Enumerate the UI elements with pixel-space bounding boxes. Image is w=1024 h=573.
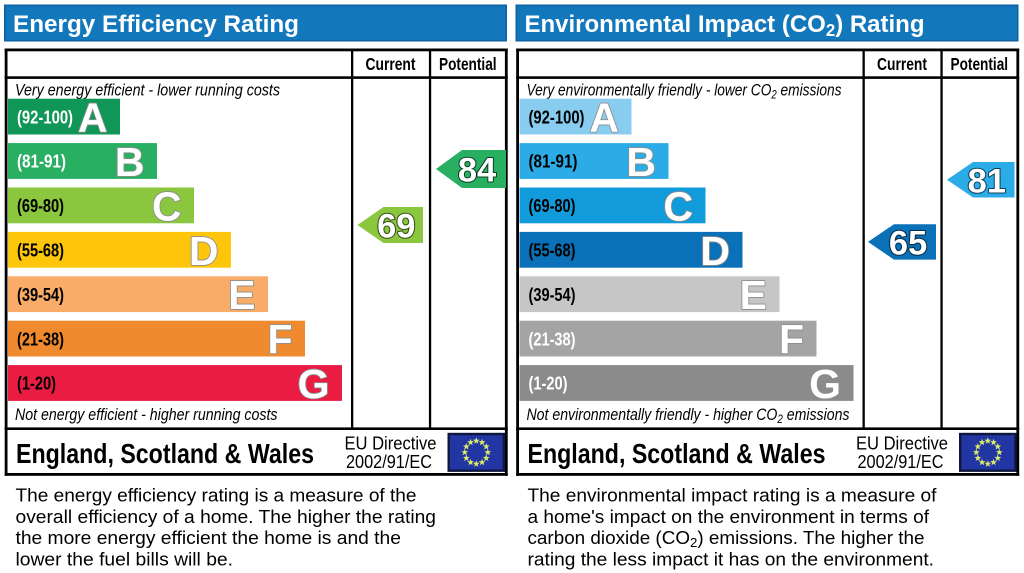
svg-text:(92-100): (92-100) bbox=[529, 107, 585, 127]
svg-text:C: C bbox=[152, 183, 182, 229]
svg-text:A: A bbox=[589, 95, 619, 141]
svg-text:(92-100): (92-100) bbox=[17, 107, 73, 127]
svg-text:the more energy efficient the: the more energy efficient the home is an… bbox=[16, 527, 401, 548]
svg-text:G: G bbox=[298, 361, 330, 407]
svg-text:(21-38): (21-38) bbox=[529, 329, 576, 349]
svg-text:B: B bbox=[115, 139, 145, 185]
svg-text:(81-91): (81-91) bbox=[529, 152, 578, 172]
svg-text:Energy Efficiency Rating: Energy Efficiency Rating bbox=[13, 11, 299, 38]
svg-text:(1-20): (1-20) bbox=[17, 374, 56, 394]
svg-text:Very energy efficient - lower: Very energy efficient - lower running co… bbox=[15, 81, 280, 100]
svg-text:Not environmentally friendly -: Not environmentally friendly - higher CO… bbox=[527, 405, 850, 426]
svg-text:(69-80): (69-80) bbox=[529, 196, 576, 216]
svg-text:(81-91): (81-91) bbox=[17, 152, 66, 172]
svg-text:(69-80): (69-80) bbox=[17, 196, 64, 216]
svg-text:69: 69 bbox=[377, 208, 415, 246]
svg-text:Potential: Potential bbox=[951, 54, 1009, 74]
svg-text:G: G bbox=[809, 361, 841, 407]
svg-text:England, Scotland & Wales: England, Scotland & Wales bbox=[16, 438, 314, 469]
svg-text:84: 84 bbox=[458, 152, 496, 190]
svg-text:2002/91/EC: 2002/91/EC bbox=[346, 452, 432, 472]
svg-text:(39-54): (39-54) bbox=[17, 285, 64, 305]
svg-text:(1-20): (1-20) bbox=[529, 374, 568, 394]
svg-text:2002/91/EC: 2002/91/EC bbox=[858, 452, 944, 472]
svg-text:(55-68): (55-68) bbox=[17, 241, 64, 261]
svg-text:The environmental impact ratin: The environmental impact rating is a mea… bbox=[528, 485, 938, 506]
svg-text:E: E bbox=[228, 272, 255, 318]
svg-text:F: F bbox=[267, 317, 292, 363]
svg-text:carbon dioxide (CO2) emissions: carbon dioxide (CO 2) emissions. The high… bbox=[528, 527, 925, 550]
svg-text:D: D bbox=[189, 228, 219, 274]
svg-text:Not energy efficient - higher: Not energy efficient - higher running co… bbox=[15, 405, 278, 424]
svg-text:F: F bbox=[779, 317, 804, 363]
svg-text:Current: Current bbox=[877, 54, 927, 74]
svg-text:The energy efficiency rating i: The energy efficiency rating is a measur… bbox=[16, 485, 417, 506]
svg-text:(21-38): (21-38) bbox=[17, 329, 64, 349]
svg-text:C: C bbox=[663, 183, 693, 229]
svg-text:(39-54): (39-54) bbox=[529, 285, 576, 305]
svg-text:Environmental Impact (CO2) Rat: Environmental Impact (CO2) Rating bbox=[525, 11, 925, 40]
svg-text:81: 81 bbox=[968, 162, 1006, 200]
svg-text:65: 65 bbox=[889, 225, 927, 263]
svg-text:B: B bbox=[626, 139, 656, 185]
svg-text:Potential: Potential bbox=[439, 54, 497, 74]
svg-text:overall efficiency of a home.: overall efficiency of a home. The higher… bbox=[16, 506, 436, 527]
svg-text:lower the fuel bills will be.: lower the fuel bills will be. bbox=[16, 548, 234, 569]
svg-text:Very environmentally friendly: Very environmentally friendly - lower CO… bbox=[527, 81, 842, 102]
svg-text:England, Scotland & Wales: England, Scotland & Wales bbox=[528, 438, 826, 469]
svg-text:EU Directive: EU Directive bbox=[345, 434, 437, 454]
svg-text:A: A bbox=[78, 95, 108, 141]
svg-text:(55-68): (55-68) bbox=[529, 241, 576, 261]
svg-text:Current: Current bbox=[366, 54, 416, 74]
svg-text:D: D bbox=[700, 228, 730, 274]
svg-text:rating the less impact it has: rating the less impact it has on the env… bbox=[528, 548, 935, 569]
svg-text:a home's impact on the environ: a home's impact on the environment in te… bbox=[528, 506, 930, 527]
svg-text:EU Directive: EU Directive bbox=[856, 434, 948, 454]
svg-text:E: E bbox=[740, 272, 767, 318]
